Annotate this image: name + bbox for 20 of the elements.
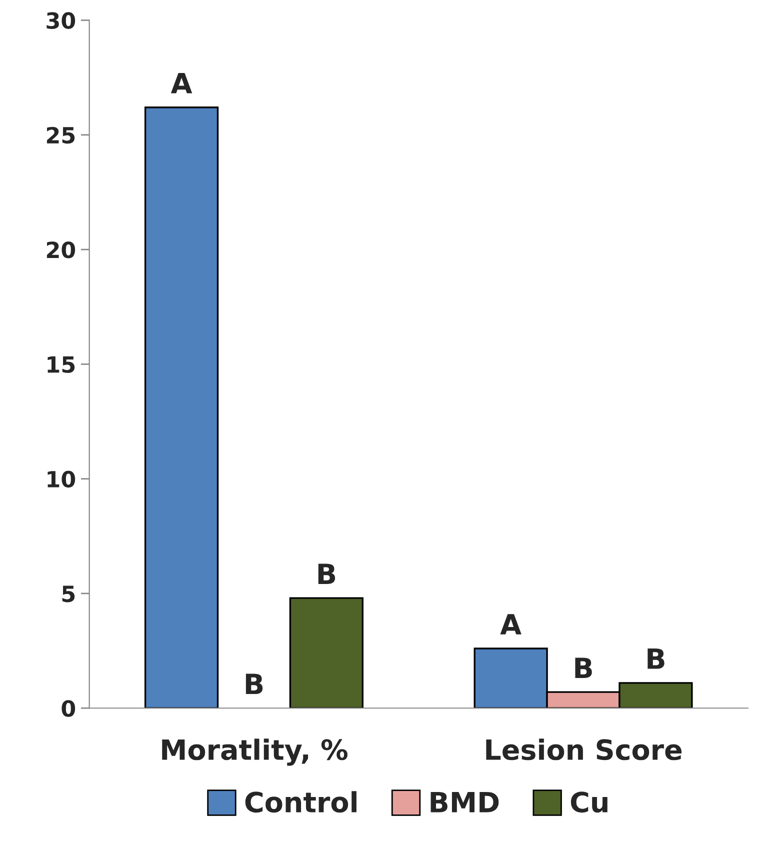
x-tick-label: Lesion Score: [486, 738, 682, 760]
legend-label: BMD: [430, 792, 499, 812]
data-label: A: [500, 614, 522, 634]
bar: [144, 106, 219, 708]
legend-label: Cu: [570, 792, 608, 813]
bar: [289, 597, 364, 708]
data-label: A: [170, 73, 192, 94]
y-tick-label: 25: [46, 126, 75, 144]
data-label: B: [575, 658, 592, 678]
data-label: B: [648, 648, 664, 669]
y-tick-label: 15: [48, 356, 75, 373]
data-label: B: [246, 674, 263, 694]
y-tick-label: 0: [62, 700, 76, 717]
y-tick-label: 5: [62, 586, 75, 602]
data-label: B: [318, 564, 336, 584]
legend-label: Control: [245, 791, 356, 813]
y-tick-label: 20: [46, 241, 76, 258]
y-tick-label: 30: [46, 12, 76, 29]
x-tick-label: Moratlity, %: [162, 738, 348, 766]
y-tick-label: 10: [48, 470, 76, 488]
